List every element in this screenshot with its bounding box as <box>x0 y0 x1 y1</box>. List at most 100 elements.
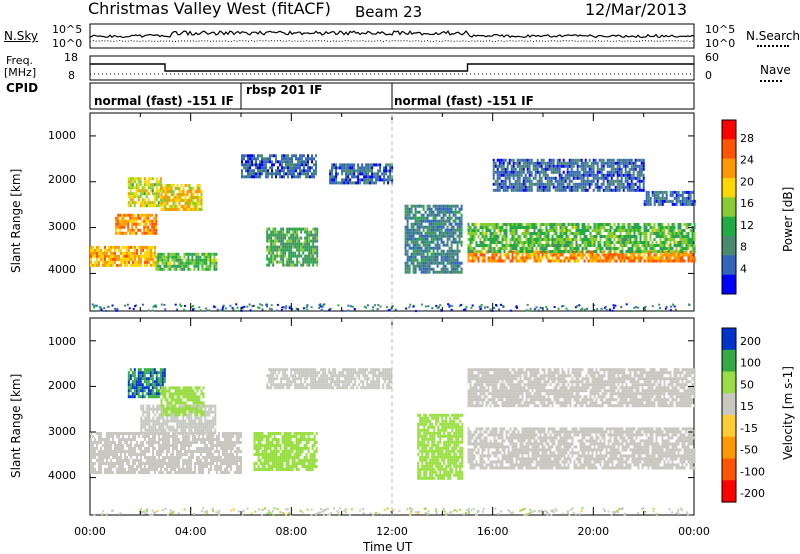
power-band-7 <box>329 163 394 185</box>
nsearch-label: N.Search <box>746 29 800 43</box>
power-ytick-3000: 2000 <box>48 173 76 186</box>
velocity-colorbar-cell-3 <box>722 393 736 416</box>
frequency-trace <box>90 63 694 72</box>
power-colorbar-tick-0: 28 <box>740 132 754 145</box>
freq-label-line2: [MHz] <box>4 66 37 79</box>
power-colorbar-cell-4 <box>722 197 736 218</box>
xtick-label-1: 04:00 <box>175 525 207 538</box>
xtick-label-3: 12:00 <box>376 525 408 538</box>
power-heatmap <box>89 112 696 313</box>
frequency-panel <box>89 55 695 81</box>
velocity-colorbar-cell-2 <box>722 371 736 394</box>
cpid-segment-2: rbsp 201 IF <box>246 83 323 97</box>
velocity-band-4 <box>253 432 318 471</box>
velocity-band-6 <box>417 413 464 480</box>
power-band-12 <box>643 190 696 206</box>
power-band-0 <box>90 245 158 267</box>
power-ytick-1000: 4000 <box>48 263 76 276</box>
power-ground-scatter <box>91 303 691 313</box>
power-ytick-2000: 3000 <box>48 220 76 233</box>
noise-right-tick-high: 10^5 <box>705 23 736 36</box>
velocity-band-3 <box>160 386 205 417</box>
power-band-5 <box>241 154 317 179</box>
velocity-colorbar-tick-2: 50 <box>740 378 754 391</box>
power-band-8 <box>404 204 463 274</box>
velocity-ground-scatter <box>93 507 689 517</box>
power-colorbar-cell-2 <box>722 158 736 179</box>
nsky-label: N.Sky <box>4 29 39 43</box>
velocity-colorbar-cell-0 <box>722 328 736 351</box>
chart-title: Christmas Valley West (fitACF) <box>88 0 331 18</box>
freq-left-tick-low: 8 <box>68 69 75 82</box>
power-colorbar-label: Power [dB] <box>781 186 795 252</box>
xtick-label-5: 20:00 <box>577 525 609 538</box>
cpid-segment-3: normal (fast) -151 IF <box>394 94 534 108</box>
xtick-label-6: 00:00 <box>678 525 710 538</box>
velocity-colorbar-tick-1: 100 <box>740 357 761 370</box>
power-band-3 <box>155 252 218 271</box>
freq-label-line1: Freq. <box>6 54 34 67</box>
velocity-colorbar-cell-1 <box>722 349 736 373</box>
nave-right-tick-low: 0 <box>705 69 712 82</box>
power-colorbar-cell-0 <box>722 120 736 140</box>
time-axis: 00:00 04:00 08:00 12:00 16:00 20:00 00:00 <box>74 525 710 538</box>
power-colorbar-cell-3 <box>722 178 736 198</box>
velocity-colorbar: 200 100 50 15 -15 -50 -100 -200 <box>721 327 765 503</box>
velocity-ytick-3000: 2000 <box>48 379 76 392</box>
cpid-panel <box>89 82 695 110</box>
time-axis-title: Time UT <box>363 540 413 554</box>
power-band-1 <box>115 213 158 235</box>
noise-panel <box>89 23 695 49</box>
power-colorbar-tick-4: 12 <box>740 219 754 232</box>
noise-right-tick-low: 10^0 <box>705 37 736 50</box>
noise-left-tick-high: 10^5 <box>52 23 83 36</box>
velocity-ytick-2000: 3000 <box>48 425 76 438</box>
velocity-colorbar-tick-6: -100 <box>740 465 765 478</box>
power-colorbar-tick-1: 24 <box>740 154 754 167</box>
velocity-colorbar-cell-6 <box>722 458 736 481</box>
velocity-colorbar-cell-7 <box>722 480 736 503</box>
power-colorbar-cell-1 <box>722 139 736 160</box>
power-colorbar-cell-7 <box>722 255 736 276</box>
nave-label: Nave <box>760 63 791 77</box>
noise-sky-trace <box>89 30 695 39</box>
velocity-band-0 <box>90 432 242 474</box>
xtick-label-4: 16:00 <box>477 525 509 538</box>
velocity-colorbar-cell-5 <box>722 436 736 460</box>
velocity-band-8 <box>467 368 696 408</box>
velocity-colorbar-cell-4 <box>722 415 736 438</box>
power-colorbar: 28 24 20 16 12 8 4 <box>721 119 754 295</box>
velocity-ytick-1000: 4000 <box>48 469 76 482</box>
power-band-2 <box>127 177 162 208</box>
power-colorbar-cell-5 <box>722 216 736 237</box>
velocity-colorbar-label: Velocity [m s-1] <box>781 366 795 460</box>
nave-legend-dots <box>760 80 782 82</box>
velocity-heatmap <box>89 317 696 517</box>
velocity-band-5 <box>266 368 393 390</box>
cpid-label: CPID <box>6 81 39 95</box>
cpid-segment-1: normal (fast) -151 IF <box>94 94 234 108</box>
velocity-colorbar-tick-4: -15 <box>740 422 758 435</box>
power-colorbar-tick-2: 20 <box>740 175 754 188</box>
velocity-band-2 <box>127 368 166 399</box>
velocity-colorbar-tick-3: 15 <box>740 400 754 413</box>
velocity-colorbar-tick-0: 200 <box>740 335 761 348</box>
velocity-colorbar-tick-5: -50 <box>740 444 758 457</box>
velocity-band-7 <box>467 427 696 470</box>
power-band-11 <box>492 158 645 192</box>
date-label: 12/Mar/2013 <box>585 0 688 19</box>
velocity-colorbar-tick-7: -200 <box>740 487 765 500</box>
power-band-6 <box>266 227 319 267</box>
power-colorbar-cell-8 <box>722 274 736 295</box>
power-band-10 <box>467 223 696 253</box>
power-band-4 <box>160 184 203 211</box>
xtick-label-2: 08:00 <box>275 525 307 538</box>
noise-search-trace <box>89 39 695 43</box>
power-colorbar-cell-6 <box>722 236 736 256</box>
power-colorbar-tick-3: 16 <box>740 197 754 210</box>
freq-left-tick-high: 18 <box>64 51 78 64</box>
noise-left-tick-low: 10^0 <box>52 37 83 50</box>
power-ylabel: Slant Range [km] <box>9 168 23 273</box>
beam-label: Beam 23 <box>355 3 423 21</box>
